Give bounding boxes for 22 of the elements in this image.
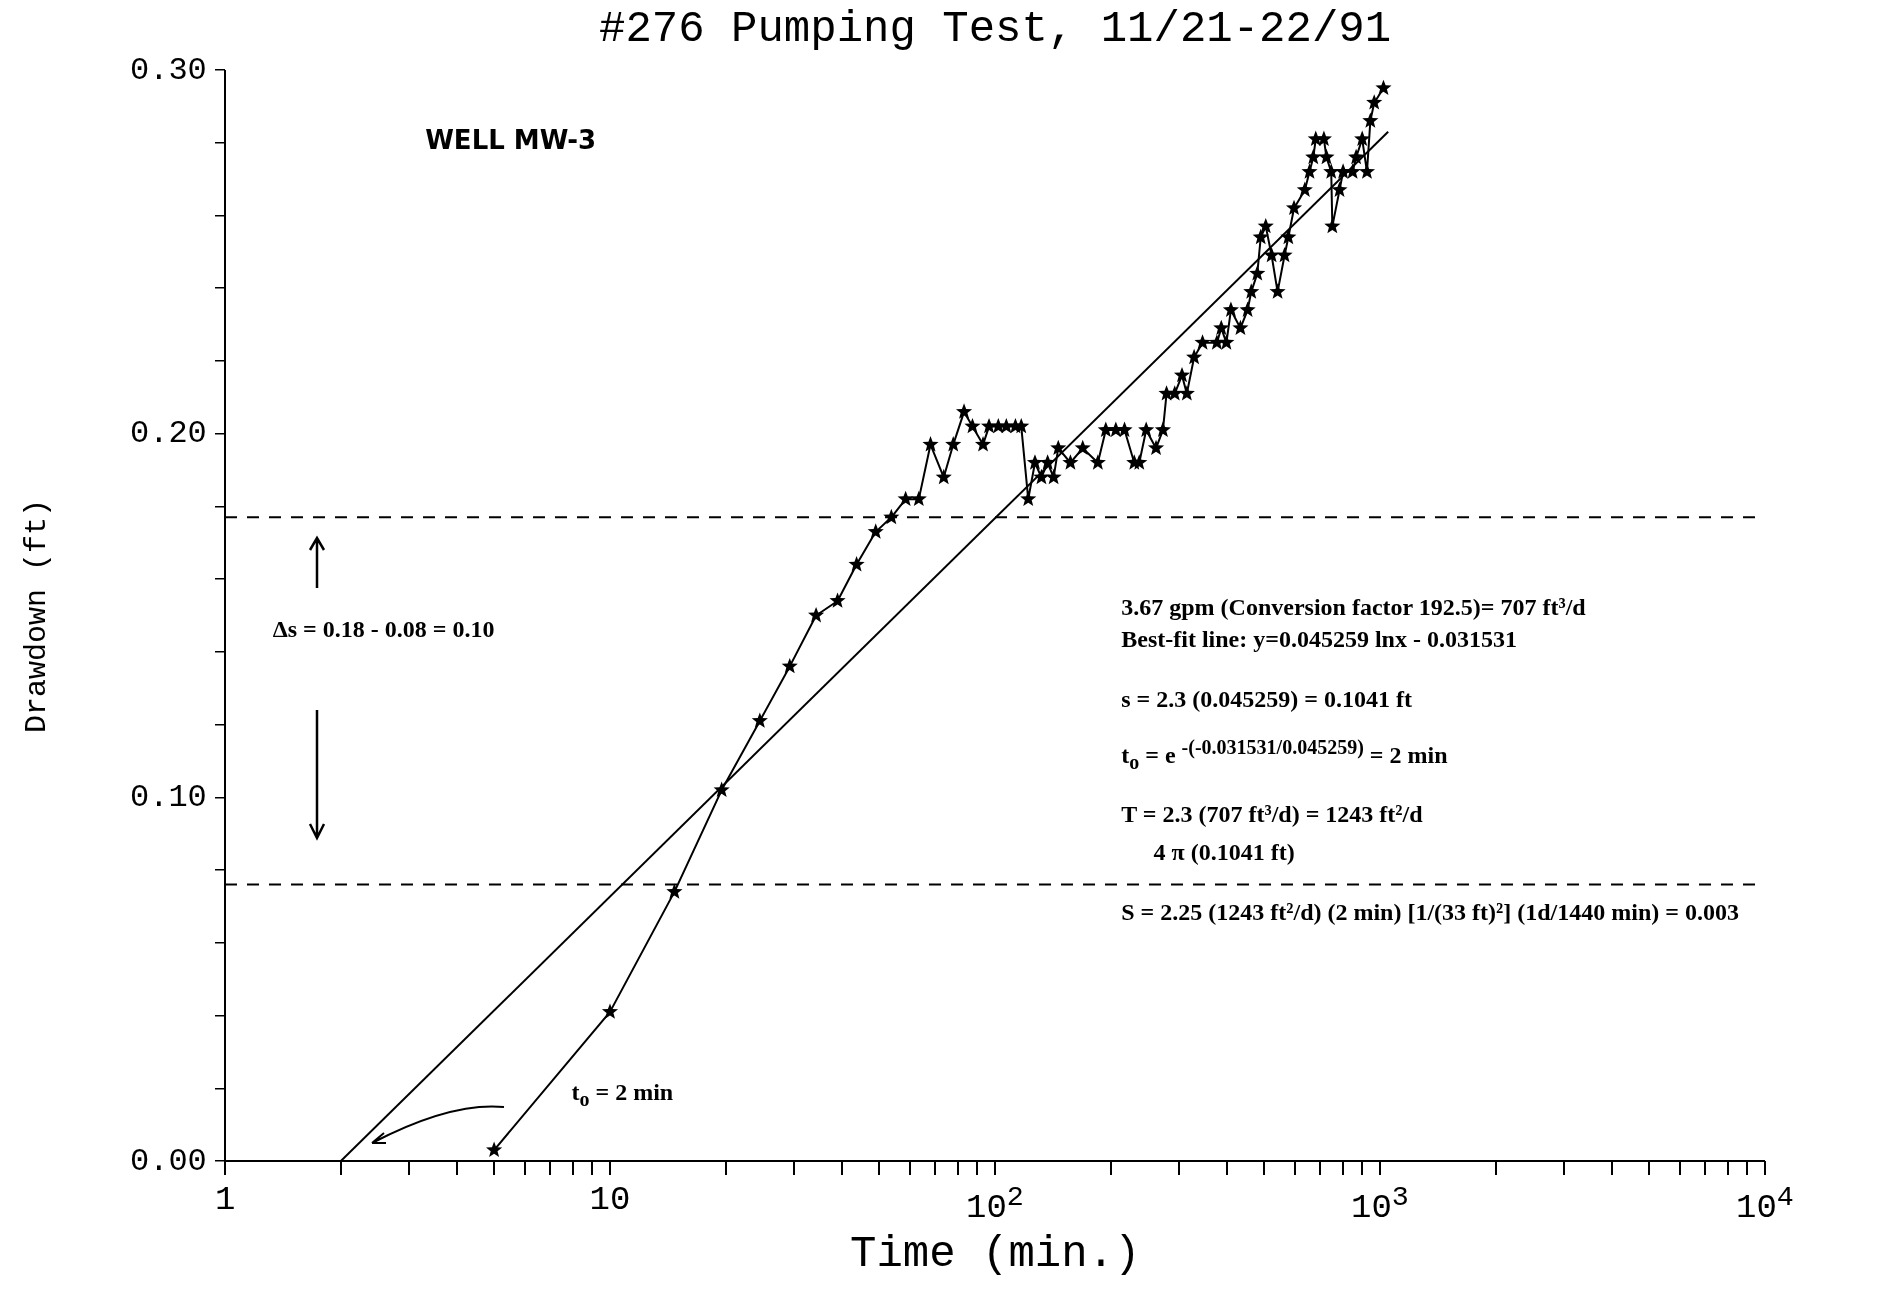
annotation: Best-fit line: y=0.045259 lnx - 0.031531	[1121, 626, 1517, 654]
x-axis-title: Time (min.)	[850, 1229, 1141, 1279]
annotation: T = 2.3 (707 ft³/d) = 1243 ft²/d	[1121, 800, 1423, 828]
annotation: 4 π (0.1041 ft)	[1153, 839, 1295, 867]
x-tick-label: 10$^{3}$	[1351, 1181, 1409, 1228]
annotation: t$_{o}$ = e $^{-(-0.031531/0.045259)}$ = 2 min	[1121, 735, 1448, 774]
y-tick-label: 0.10	[130, 778, 207, 816]
x-tick-label: 10	[589, 1181, 631, 1219]
x-tick-label: 10$^{2}$	[966, 1181, 1024, 1228]
y-tick-label: 0.20	[130, 415, 207, 453]
annotation: s = 2.3 (0.045259) = 0.1041 ft	[1121, 686, 1412, 714]
annotation: WELL MW-3	[425, 124, 597, 155]
y-axis-title: Drawdown (ft)	[20, 498, 55, 733]
annotation: t$_{o}$ = 2 min	[571, 1079, 674, 1111]
x-tick-label: 10$^{4}$	[1736, 1181, 1794, 1228]
y-tick-label: 0.30	[130, 51, 207, 89]
annotation: S = 2.25 (1243 ft²/d) (2 min) [1/(33 ft)²] (1d/1440 min) = 0.003	[1121, 899, 1739, 927]
chart-title: #276 Pumping Test, 11/21-22/91	[599, 4, 1392, 54]
annotation: 3.67 gpm (Conversion factor 192.5)= 707 ft³/d	[1121, 593, 1586, 621]
x-tick-label: 1	[215, 1181, 236, 1219]
y-tick-label: 0.00	[130, 1142, 207, 1180]
annotation: Δs = 0.18 - 0.08 = 0.10	[272, 615, 495, 643]
